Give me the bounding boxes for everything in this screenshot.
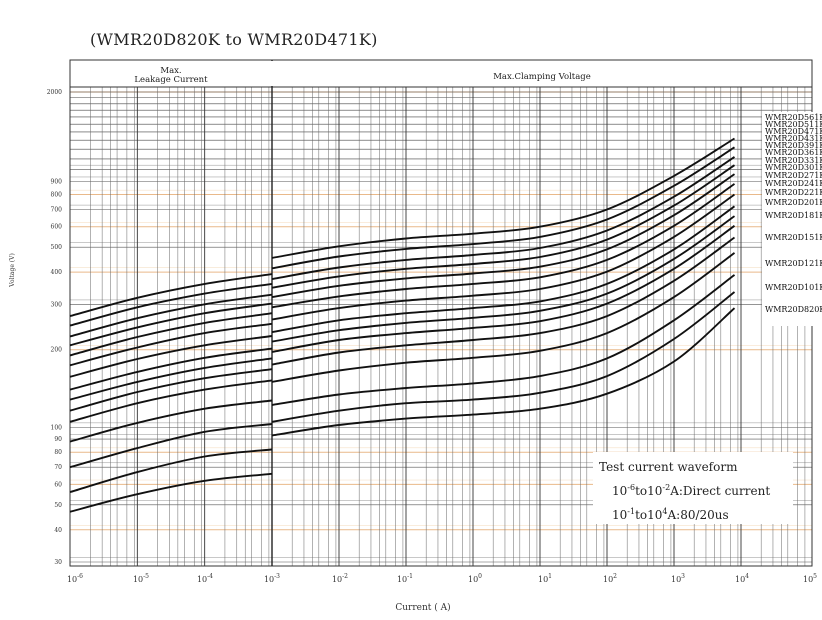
curve-leakage-wmr20d331k xyxy=(69,312,273,357)
series-label-wmr20d301k: WMR20D301K xyxy=(765,163,822,172)
series-label-wmr20d361k: WMR20D361K xyxy=(765,148,822,157)
curve-leakage-wmr20d820k xyxy=(69,472,273,513)
x-tick-label: 10-5 xyxy=(133,573,149,584)
y-tick-label: 2000 xyxy=(47,89,62,96)
header-band xyxy=(71,61,811,86)
annotation-line-direct-current: 10-6to10-2A:Direct current xyxy=(612,483,770,498)
series-labels: WMR20D561KWMR20D511KWMR20D471KWMR20D431K… xyxy=(762,112,822,326)
curve-leakage-wmr20d301k xyxy=(69,322,273,367)
curve-clamping-wmr20d181k xyxy=(271,236,736,366)
x-axis-title: Current ( A) xyxy=(395,602,450,613)
series-label-wmr20d121k: WMR20D121K xyxy=(765,259,822,268)
x-tick-label: 10-2 xyxy=(332,573,348,584)
curve-leakage-wmr20d391k xyxy=(69,293,273,338)
y-tick-label: 80 xyxy=(54,449,62,456)
y-tick-label: 800 xyxy=(51,192,63,199)
y-tick-label: 600 xyxy=(51,224,63,231)
clamping-header-text: Max.Clamping Voltage xyxy=(493,72,591,82)
series-label-wmr20d181k: WMR20D181K xyxy=(765,211,822,220)
curve-leakage-wmr20d201k xyxy=(69,368,273,412)
curve-clamping-wmr20d431k xyxy=(271,146,736,270)
curve-leakage-wmr20d361k xyxy=(69,302,273,347)
y-axis-title: Voltage (V) xyxy=(9,253,16,288)
y-tick-label: 200 xyxy=(51,347,63,354)
curve-clamping-wmr20d101k xyxy=(271,291,736,423)
x-tick-label: 104 xyxy=(735,573,749,584)
x-tick-label: 102 xyxy=(603,573,617,584)
y-tick-label: 30 xyxy=(54,559,62,566)
leakage-header-text: Leakage Current xyxy=(134,75,208,85)
y-tick-label: 40 xyxy=(54,527,62,534)
series-label-wmr20d241k: WMR20D241K xyxy=(765,179,822,188)
series-label-wmr20d471k: WMR20D471K xyxy=(765,127,822,136)
series-label-wmr20d151k: WMR20D151K xyxy=(765,233,822,242)
x-tick-label: 10-4 xyxy=(197,573,213,584)
y-tick-label: 700 xyxy=(51,206,63,213)
y-tick-label: 500 xyxy=(51,244,63,251)
curve-clamping-wmr20d301k xyxy=(271,183,736,309)
y-tick-label: 50 xyxy=(54,502,62,509)
y-tick-label: 90 xyxy=(54,436,62,443)
series-label-wmr20d431k: WMR20D431K xyxy=(765,134,822,143)
annotation-box xyxy=(593,452,793,524)
curve-clamping-wmr20d391k xyxy=(271,156,736,280)
series-label-wmr20d331k: WMR20D331K xyxy=(765,156,822,165)
curve-clamping-wmr20d820k xyxy=(271,307,736,437)
curve-leakage-wmr20d221k xyxy=(69,357,273,401)
series-label-wmr20d101k: WMR20D101K xyxy=(765,283,822,292)
series-label-wmr20d561k: WMR20D561K xyxy=(765,113,822,122)
y-tick-label: 900 xyxy=(51,178,63,185)
curve-clamping-wmr20d241k xyxy=(271,205,736,334)
test-waveform-note: Test current waveform 10-6to10-2A:Direct … xyxy=(593,452,793,524)
curve-clamping-wmr20d201k xyxy=(271,225,736,353)
curve-clamping-wmr20d221k xyxy=(271,215,736,343)
curve-clamping-wmr20d121k xyxy=(271,274,736,406)
x-tick-label: 100 xyxy=(468,573,482,584)
plot-frame: Max.Leakage Current Max.Clamping Voltage xyxy=(69,59,813,567)
series-label-wmr20d271k: WMR20D271K xyxy=(765,171,822,180)
curve-leakage-wmr20d431k xyxy=(69,282,273,327)
label-backing xyxy=(762,112,822,326)
annotation-line-impulse: 10-1to104A:80/20us xyxy=(612,507,729,522)
x-tick-label: 10-6 xyxy=(67,573,83,584)
leakage-header-text: Max. xyxy=(160,66,181,76)
y-tick-label: 300 xyxy=(51,301,63,308)
x-tick-label: 10-3 xyxy=(264,573,280,584)
y-tick-label: 400 xyxy=(51,269,63,276)
curve-leakage-wmr20d151k xyxy=(69,399,273,443)
curve-leakage-wmr20d241k xyxy=(69,347,273,391)
curve-clamping-wmr20d471k xyxy=(271,137,735,259)
curve-clamping-wmr20d361k xyxy=(271,164,736,289)
curve-leakage-wmr20d181k xyxy=(69,379,273,423)
x-tick-label: 105 xyxy=(803,573,817,584)
curve-leakage-wmr20d121k xyxy=(69,423,273,469)
curve-leakage-wmr20d471k xyxy=(69,273,273,318)
y-tick-label: 100 xyxy=(51,424,63,431)
curve-leakage-wmr20d271k xyxy=(69,335,273,378)
series-label-wmr20d511k: WMR20D511K xyxy=(765,120,822,129)
series-label-wmr20d820k: WMR20D820K xyxy=(765,305,822,314)
curves xyxy=(69,137,736,513)
annotation-title: Test current waveform xyxy=(599,460,738,474)
curve-leakage-wmr20d101k xyxy=(69,448,273,494)
y-tick-label: 70 xyxy=(54,464,62,471)
series-label-wmr20d391k: WMR20D391K xyxy=(765,141,822,150)
curve-clamping-wmr20d151k xyxy=(271,252,736,383)
x-tick-label: 101 xyxy=(538,573,552,584)
x-tick-label: 10-1 xyxy=(397,573,413,584)
series-label-wmr20d221k: WMR20D221K xyxy=(765,188,822,197)
series-label-wmr20d201k: WMR20D201K xyxy=(765,198,822,207)
x-tick-label: 103 xyxy=(671,573,685,584)
curve-clamping-wmr20d331k xyxy=(271,173,736,299)
tick-labels: 2000 900 800 700 600 500 400 300 200 100 90 80 70 60 5… xyxy=(9,89,817,613)
chart-title: (WMR20D820K to WMR20D471K) xyxy=(90,30,378,49)
y-tick-label: 60 xyxy=(54,481,62,488)
curve-clamping-wmr20d271k xyxy=(271,193,736,321)
